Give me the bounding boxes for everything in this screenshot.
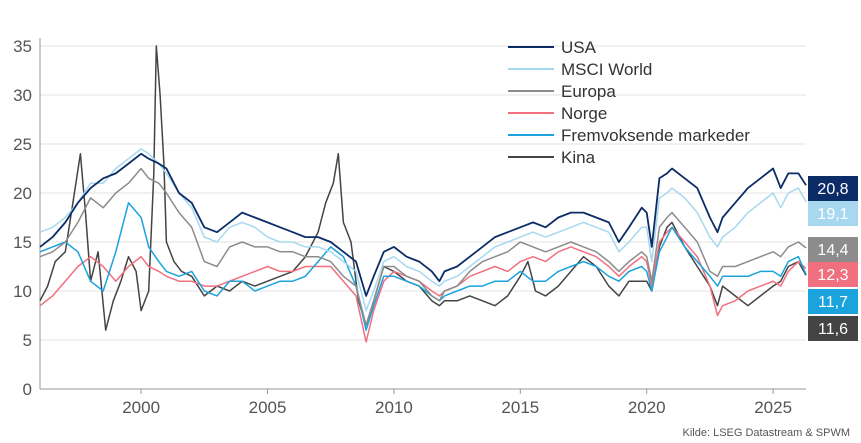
- end-badge-value: 14,4: [817, 242, 848, 259]
- legend-label: Europa: [561, 82, 616, 101]
- end-badge-bg: [808, 262, 858, 287]
- gridlines: [40, 45, 806, 341]
- end-badge-value: 12,3: [817, 267, 848, 284]
- y-tick-label: 10: [13, 282, 32, 301]
- y-tick-label: 35: [13, 37, 32, 56]
- y-tick-label: 25: [13, 135, 32, 154]
- legend-label: MSCI World: [561, 60, 652, 79]
- legend-label: Kina: [561, 148, 596, 167]
- end-badge-europa: 14,4: [808, 237, 858, 262]
- y-tick-label: 30: [13, 86, 32, 105]
- y-tick-label: 0: [23, 380, 32, 399]
- end-badge-msci-world: 19,1: [808, 201, 858, 226]
- legend-label: Norge: [561, 104, 607, 123]
- series-line-usa: [39, 152, 807, 297]
- legend-label: USA: [561, 38, 597, 57]
- series-line-kina: [39, 45, 807, 331]
- end-badge-bg: [808, 289, 858, 314]
- end-badge-fremvoksende-markeder: 11,7: [808, 289, 858, 314]
- x-tick-label: 2010: [375, 398, 413, 417]
- x-tick-label: 2005: [249, 398, 287, 417]
- series-line-europa: [39, 167, 807, 327]
- legend: USA MSCI World Europa Norge Fremvoksende mar…: [508, 38, 750, 167]
- y-tick-label: 5: [23, 331, 32, 350]
- end-badge-kina: 11,6: [808, 316, 858, 341]
- end-badge-value: 11,7: [818, 294, 848, 311]
- end-badge-usa: 20,8: [808, 176, 858, 201]
- end-badge-value: 19,1: [817, 206, 848, 223]
- y-tick-label: 20: [13, 184, 32, 203]
- end-badge-value: 11,6: [818, 321, 848, 338]
- x-tick-label: 2000: [122, 398, 160, 417]
- end-badge-norge: 12,3: [808, 262, 858, 287]
- end-badge-bg: [808, 176, 858, 201]
- end-badge-bg: [808, 237, 858, 262]
- source-note: Kilde: LSEG Datastream & SPWM: [683, 427, 851, 439]
- y-tick-label: 15: [13, 233, 32, 252]
- x-tick-label: 2025: [754, 398, 792, 417]
- end-badge-value: 20,8: [817, 181, 848, 198]
- x-tick-label: 2015: [501, 398, 539, 417]
- series-line-norge: [39, 226, 807, 343]
- series-lines: [39, 45, 807, 343]
- series-line-msci-world: [39, 148, 807, 312]
- end-value-badges: 20,8 19,1 14,4 12,3 11,7 11,6: [808, 176, 858, 341]
- series-line-fremvoksende-markeder: [39, 202, 807, 331]
- legend-label: Fremvoksende markeder: [561, 126, 750, 145]
- x-tick-label: 2020: [628, 398, 666, 417]
- end-badge-bg: [808, 201, 858, 226]
- end-badge-bg: [808, 316, 858, 341]
